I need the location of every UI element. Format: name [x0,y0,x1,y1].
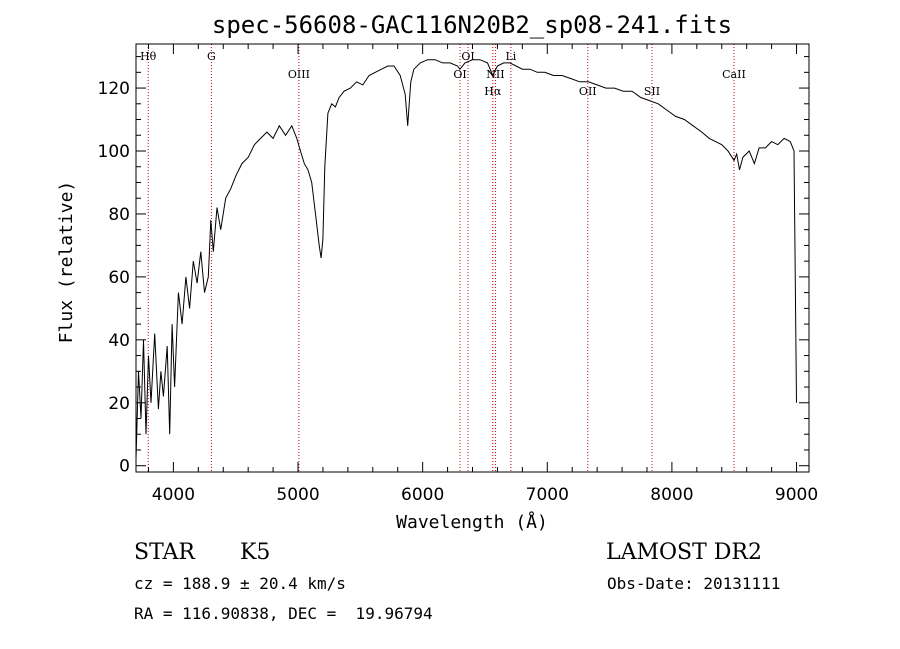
x-axis-label: Wavelength (Å) [396,511,548,533]
plot-frame [135,43,810,473]
obs-date-text: Obs-Date: 20131111 [607,574,781,593]
y-axis-label: Flux (relative) [56,181,77,344]
y-tick-label-5: 100 [98,142,130,162]
y-tick-label-1: 20 [108,394,130,414]
x-tick-label-2: 6000 [401,485,444,505]
line-marker-label-1: G [207,50,216,63]
chart-title: spec-56608-GAC116N20B2_sp08-241.fits [212,11,732,39]
y-tick-label-6: 120 [98,79,130,99]
line-marker-label-7: Li [505,50,516,63]
line-marker-label-2: OIII [288,68,310,81]
x-tick-label-1: 5000 [276,485,319,505]
y-tick-label-4: 80 [108,205,130,225]
redshift-text: cz = 188.9 ± 20.4 km/s [134,574,346,593]
y-tick-label-2: 40 [108,331,130,351]
x-tick-label-4: 8000 [650,485,693,505]
axis-ticks: 4000 5000 6000 7000 8000 9000 0 20 40 60 80 100 120 [98,44,818,505]
y-tick-label-0: 0 [119,457,130,477]
spectrum-line-0 [135,59,797,460]
object-class: STAR [134,540,195,565]
line-marker-label-5: Hα [484,85,502,98]
spectrum-series [135,59,797,460]
x-tick-label-3: 7000 [526,485,569,505]
line-marker-label-9: SII [644,85,660,98]
x-tick-label-5: 9000 [775,485,818,505]
line-marker-label-3: OI [453,68,466,81]
y-tick-label-3: 60 [108,268,130,288]
line-marker-label-10: CaII [722,68,746,81]
line-marker-label-0: Hθ [140,50,157,63]
x-tick-label-0: 4000 [152,485,195,505]
survey-name: LAMOST DR2 [606,540,762,565]
line-marker-label-4: OI [461,50,474,63]
coords-text: RA = 116.90838, DEC = 19.96794 [134,604,433,623]
line-marker-label-8: OII [579,85,597,98]
object-subclass: K5 [240,540,271,565]
